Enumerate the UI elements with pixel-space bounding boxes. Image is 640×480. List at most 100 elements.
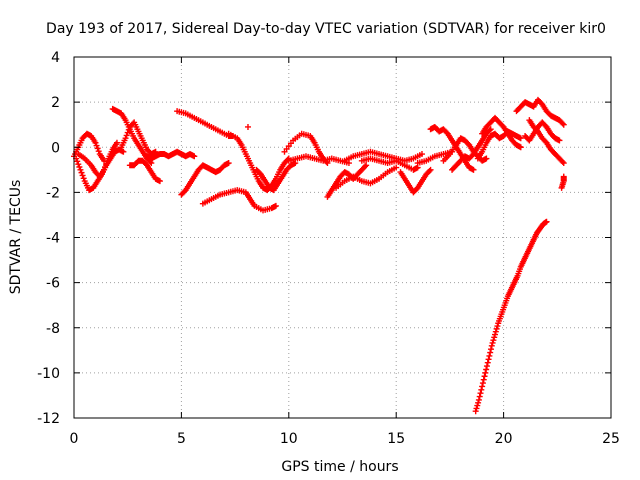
data-point [517,135,524,142]
data-point [76,163,83,170]
data-point [543,218,550,225]
data-point [485,356,492,363]
data-point [560,160,567,167]
data-points [71,96,567,415]
data-point [477,390,484,397]
series-arc-5-6h [178,160,232,198]
data-point [75,161,82,168]
data-point [93,142,100,149]
data-point [74,158,81,165]
y-axis-label: SDTVAR / TECUs [8,180,24,295]
data-point [558,184,565,191]
x-tick-label: 5 [177,431,186,447]
x-tick-label: 25 [602,431,620,447]
data-point [486,127,493,134]
data-point [559,158,566,165]
data-point [123,132,130,139]
data-point [475,396,482,403]
data-point [156,178,163,185]
data-point [272,202,279,209]
data-point [225,160,232,167]
series-low-6-9h [199,187,279,214]
data-point [487,126,494,133]
data-point [488,342,495,349]
data-point [492,331,499,338]
data-point [517,144,524,151]
data-point [470,166,477,173]
x-axis-label: GPS time / hours [281,459,398,475]
data-point [483,366,490,373]
data-point [94,145,101,152]
series-mid-9-10h [253,160,299,194]
series-mid-21-22h [522,119,563,144]
series-upper-13-15h [358,155,421,173]
series-tail-23h [558,173,567,191]
y-tick-label: 0 [51,140,60,156]
y-tick-label: 4 [51,50,60,66]
data-point [324,160,331,167]
data-point [486,352,493,359]
data-point [481,373,488,380]
data-point [104,158,111,165]
data-point [125,126,132,133]
data-point [95,148,102,155]
data-point [494,323,501,330]
data-point [122,135,129,142]
data-point [323,158,330,165]
series-dip-15-16h [397,166,434,196]
series-arc-10-11h [281,130,331,167]
data-point [560,121,567,128]
data-point [476,393,483,400]
grid [74,57,611,418]
data-point [120,148,127,155]
series-low-12-14h [333,164,400,191]
data-point [487,349,494,356]
data-point [492,328,499,335]
data-point [484,359,491,366]
x-tick-label: 20 [495,431,513,447]
x-tick-label: 15 [387,431,405,447]
data-point [493,325,500,332]
data-point [418,151,425,158]
data-point [393,164,400,171]
data-point [77,166,84,173]
data-point [78,169,85,176]
data-point [102,163,109,170]
data-point [559,120,566,127]
data-point [362,163,369,170]
series-flat-4h [144,148,198,162]
series-dip-3h [126,157,163,185]
data-point [113,139,120,146]
data-point [426,167,433,174]
series-hump-2.5h [118,119,159,158]
chart-title: Day 193 of 2017, Sidereal Day-to-day VTE… [46,21,606,37]
data-point [80,175,87,182]
data-point [479,383,486,390]
data-point [472,408,479,415]
y-tick-label: 2 [51,95,60,111]
data-point [79,172,86,179]
y-tick-label: -4 [46,231,60,247]
series-spot-8h [244,123,251,130]
data-point [124,129,131,136]
y-tick-label: -8 [46,321,60,337]
series-decline-21-23h [526,117,567,167]
data-point [101,166,108,173]
data-point [191,153,198,160]
data-point [103,161,110,168]
data-point [482,369,489,376]
data-point [483,363,490,370]
data-point [363,162,370,169]
series-swoop-7-9h [225,130,292,194]
series-dive-19-22h [472,218,550,415]
data-point [427,166,434,173]
data-point [92,139,99,146]
x-tick-label: 10 [280,431,298,447]
series-top-20-21h [513,96,567,128]
data-point [489,339,496,346]
series-cluster-18b [449,126,494,173]
y-tick-label: -6 [46,276,60,292]
data-point [475,399,482,406]
